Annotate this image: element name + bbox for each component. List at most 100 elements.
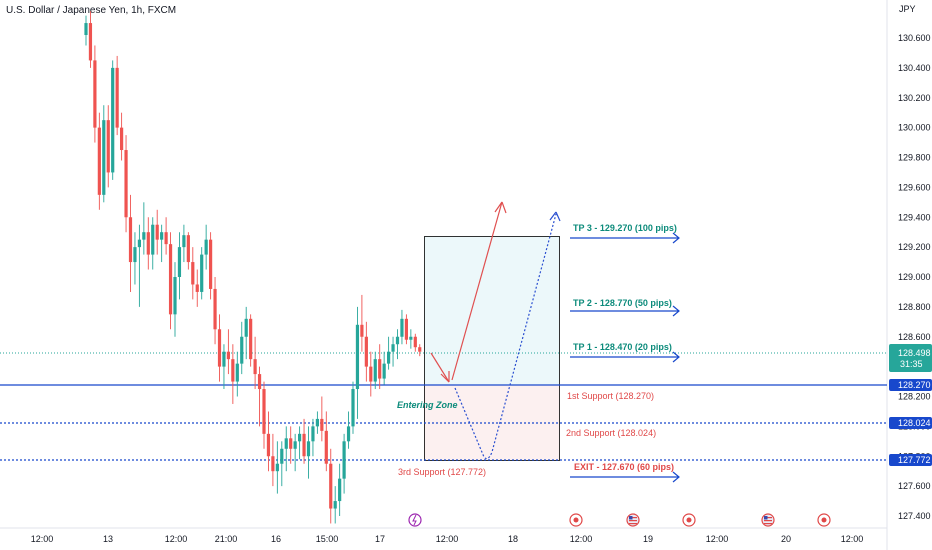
candle <box>84 15 88 46</box>
x-tick-label: 12:00 <box>165 534 188 544</box>
candle <box>186 232 190 270</box>
candle <box>284 426 288 472</box>
candle <box>400 309 404 345</box>
exit-target[interactable]: EXIT - 127.670 (60 pips) <box>570 462 680 483</box>
currency-label: JPY <box>899 4 916 14</box>
candle <box>93 45 97 143</box>
x-tick-label: 12:00 <box>706 534 729 544</box>
candle <box>324 411 328 472</box>
candle <box>111 60 115 180</box>
candle <box>311 418 315 457</box>
x-tick-label: 16 <box>271 534 281 544</box>
candle <box>102 105 106 203</box>
calendar-event-icon[interactable] <box>569 513 583 527</box>
candle <box>360 294 364 352</box>
candles <box>84 11 422 524</box>
tp2-label: TP 2 - 128.770 (50 pips) <box>573 298 672 308</box>
candle <box>195 269 199 307</box>
candle <box>293 433 297 472</box>
candle <box>338 463 342 516</box>
tp3-target[interactable]: TP 3 - 129.270 (100 pips) <box>570 223 680 244</box>
third-support-badge: 127.772 <box>889 454 932 466</box>
svg-text:31:35: 31:35 <box>900 359 923 369</box>
x-tick-label: 12:00 <box>31 534 54 544</box>
candle <box>164 217 168 255</box>
us-flag-icon[interactable] <box>761 513 775 527</box>
x-tick-label: 12:00 <box>436 534 459 544</box>
candle <box>235 351 239 397</box>
candle <box>404 314 408 345</box>
entering-zone-label: Entering Zone <box>397 400 458 410</box>
candle <box>133 232 137 285</box>
first-support-badge: 128.270 <box>889 379 932 391</box>
calendar-event-icon[interactable] <box>682 513 696 527</box>
candle <box>387 336 391 370</box>
candle <box>280 441 284 487</box>
blue-dotted-projection <box>454 211 561 460</box>
candle <box>373 351 377 390</box>
candle <box>244 306 248 360</box>
red-projection-arrows <box>430 201 507 383</box>
candle <box>418 344 422 357</box>
y-tick-label: 129.600 <box>898 182 931 192</box>
svg-text:127.772: 127.772 <box>898 455 931 465</box>
x-tick-label: 21:00 <box>215 534 238 544</box>
y-tick-label: 127.400 <box>898 511 931 521</box>
candle <box>275 441 279 494</box>
candle <box>213 277 217 345</box>
candle <box>200 247 204 300</box>
candle <box>209 232 213 300</box>
candle <box>191 247 195 300</box>
y-tick-label: 128.600 <box>898 332 931 342</box>
tp1-target[interactable]: TP 1 - 128.470 (20 pips) <box>570 342 680 363</box>
current-price-badge: 128.498 31:35 <box>889 344 932 372</box>
candle <box>151 217 155 270</box>
candle <box>409 329 413 349</box>
candle <box>257 366 262 427</box>
y-tick-label: 130.600 <box>898 33 931 43</box>
x-tick-label: 13 <box>103 534 113 544</box>
candle <box>124 135 128 233</box>
candle <box>231 344 235 404</box>
us-flag-icon[interactable] <box>626 513 640 527</box>
tp3-label: TP 3 - 129.270 (100 pips) <box>573 223 677 233</box>
candle <box>391 336 395 367</box>
candle <box>329 448 333 524</box>
y-tick-label: 129.200 <box>898 242 931 252</box>
candle <box>128 194 133 292</box>
calendar-event-icon[interactable] <box>817 513 831 527</box>
y-tick-label: 130.400 <box>898 63 931 73</box>
x-tick-label: 19 <box>643 534 653 544</box>
candle <box>160 224 164 263</box>
candle <box>204 224 208 270</box>
candle <box>413 333 417 352</box>
candle <box>315 411 319 434</box>
x-tick-label: 12:00 <box>841 534 864 544</box>
y-tick-label: 128.200 <box>898 392 931 402</box>
tp2-target[interactable]: TP 2 - 128.770 (50 pips) <box>570 298 680 317</box>
candle <box>351 381 355 434</box>
candle <box>253 336 257 390</box>
candle <box>97 112 101 210</box>
candle <box>369 351 373 397</box>
candle <box>306 426 311 479</box>
tp1-label: TP 1 - 128.470 (20 pips) <box>573 342 672 352</box>
y-tick-label: 129.800 <box>898 153 931 163</box>
svg-text:128.270: 128.270 <box>898 380 931 390</box>
candle <box>382 351 386 385</box>
candle <box>146 217 150 270</box>
lightning-icon[interactable] <box>408 513 422 527</box>
candle <box>240 321 244 375</box>
candle <box>120 112 124 161</box>
x-tick-label: 15:00 <box>316 534 339 544</box>
candle <box>249 314 253 367</box>
candle <box>182 224 186 263</box>
candle <box>320 396 324 442</box>
symbol-title: U.S. Dollar / Japanese Yen, 1h, FXCM <box>6 5 176 16</box>
candle <box>346 411 351 449</box>
candle <box>266 411 271 472</box>
events-row[interactable] <box>408 513 831 527</box>
x-tick-label: 12:00 <box>570 534 593 544</box>
y-axis-ticks: 130.600 130.400 130.200 130.000 129.800 129.6… <box>898 33 931 521</box>
